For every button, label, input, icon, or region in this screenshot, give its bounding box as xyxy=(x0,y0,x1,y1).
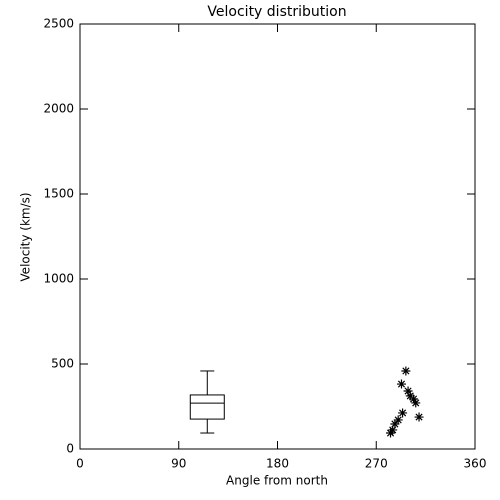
point xyxy=(401,366,411,376)
chart-title: Velocity distribution xyxy=(207,4,346,20)
y-tick-label: 500 xyxy=(51,357,74,371)
point xyxy=(403,386,413,396)
point xyxy=(393,415,403,425)
y-tick-label: 0 xyxy=(66,442,74,456)
x-tick-label: 180 xyxy=(266,457,289,471)
point xyxy=(411,398,421,408)
y-tick-label: 1000 xyxy=(43,272,74,286)
point xyxy=(386,428,396,438)
point xyxy=(409,394,419,404)
y-tick-label: 1500 xyxy=(43,187,74,201)
box xyxy=(189,394,225,420)
x-tick-label: 270 xyxy=(365,457,388,471)
point xyxy=(405,391,415,401)
x-tick-label: 360 xyxy=(464,457,487,471)
x-axis-label: Angle from north xyxy=(226,474,328,488)
x-tick-label: 0 xyxy=(76,457,84,471)
y-tick-label: 2500 xyxy=(43,17,74,31)
point xyxy=(396,379,406,389)
point xyxy=(390,419,400,429)
point xyxy=(388,425,398,435)
y-tick-label: 2000 xyxy=(43,102,74,116)
y-axis-label: Velocity (km/s) xyxy=(19,192,33,281)
point xyxy=(414,412,424,422)
point xyxy=(398,408,408,418)
plot-frame xyxy=(79,23,476,450)
x-tick-label: 90 xyxy=(171,457,186,471)
